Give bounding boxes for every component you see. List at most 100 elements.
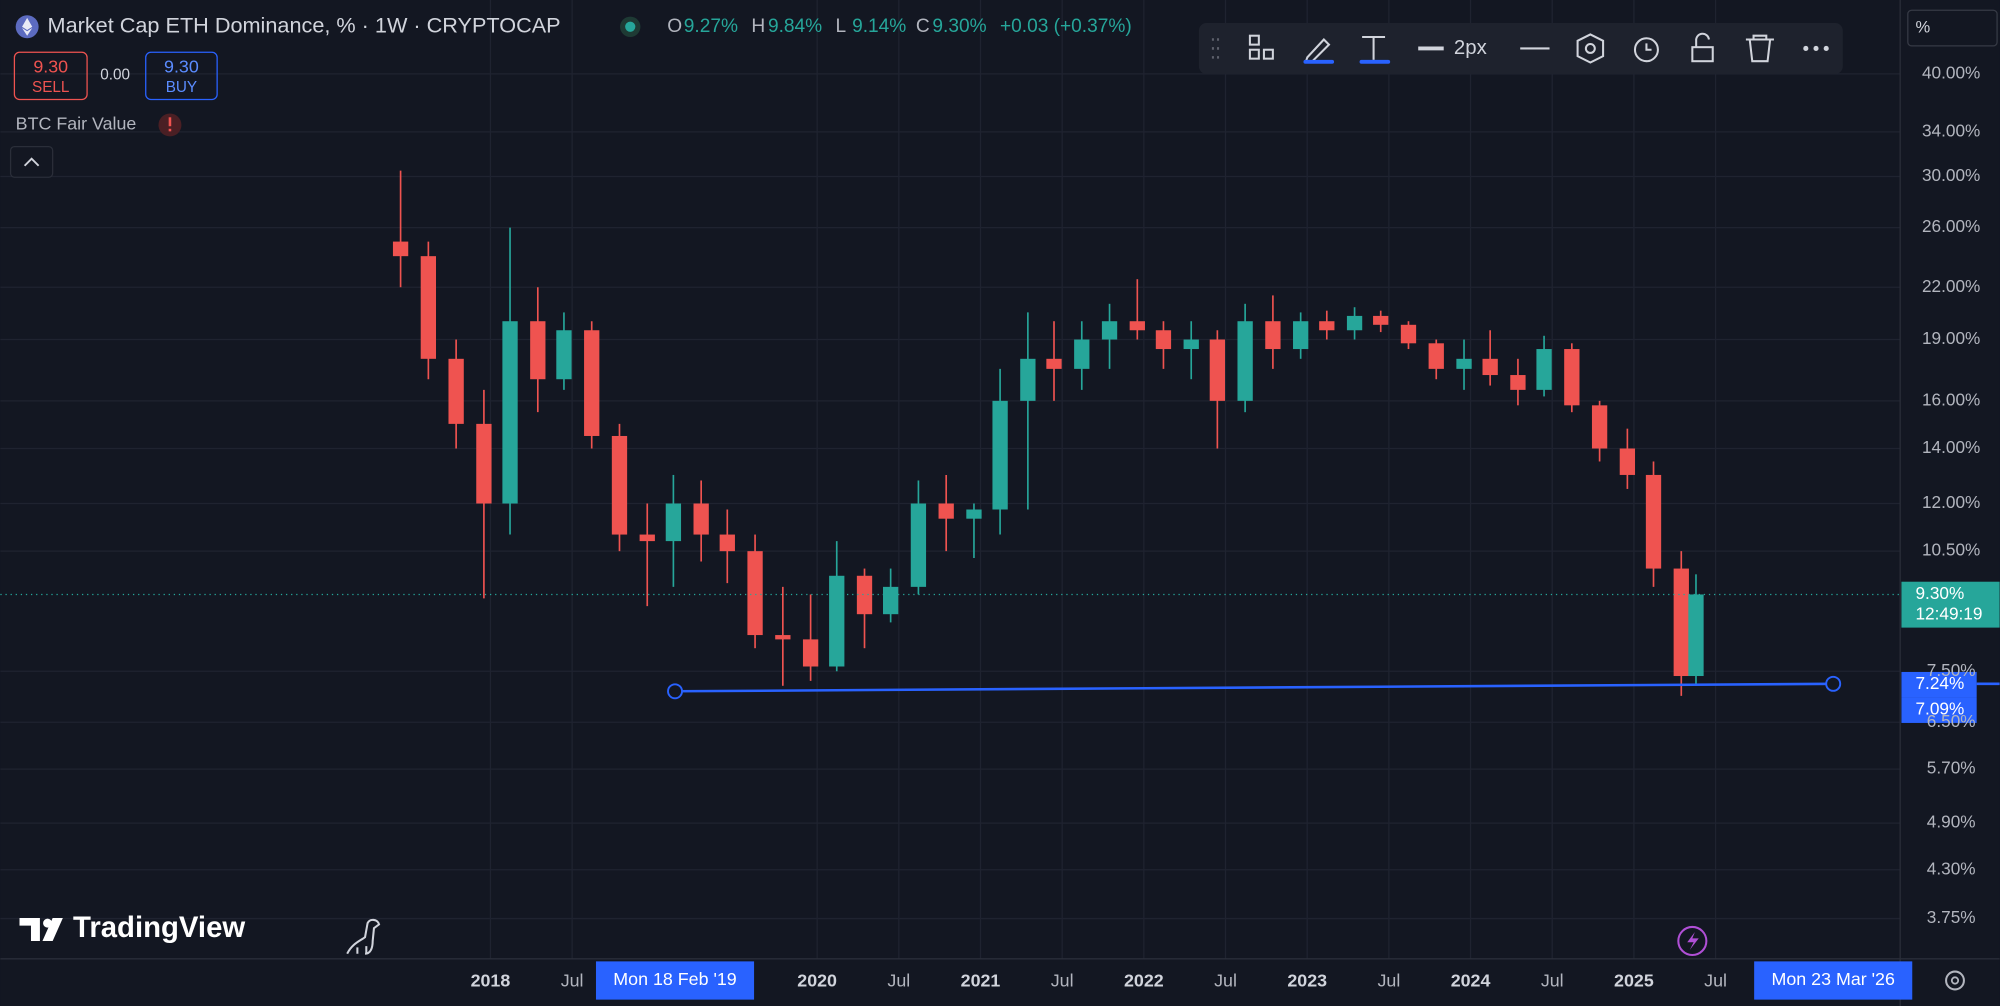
ohlc-key: H bbox=[751, 16, 765, 37]
countdown: 12:49:19 bbox=[1915, 603, 1982, 623]
candle-body bbox=[1046, 358, 1062, 369]
drag-handle[interactable] bbox=[1211, 38, 1220, 59]
candle-body bbox=[1510, 375, 1526, 390]
candle-body bbox=[1237, 321, 1253, 401]
candle-body bbox=[1536, 349, 1552, 390]
scale-mode-box[interactable] bbox=[1907, 9, 1998, 47]
y-tick-label: 4.30% bbox=[1927, 858, 1976, 878]
candle-body bbox=[719, 534, 735, 552]
y-tick-label: 30.00% bbox=[1922, 165, 1980, 185]
candle-body bbox=[1183, 339, 1199, 350]
ohlc-value: 9.84% bbox=[768, 16, 822, 37]
candle-body bbox=[1400, 324, 1417, 344]
candle-body bbox=[1373, 315, 1389, 325]
ohlc-value: 9.27% bbox=[684, 16, 738, 37]
candle-body bbox=[775, 635, 791, 640]
candle-body bbox=[639, 534, 655, 542]
candle-body bbox=[1020, 358, 1036, 401]
candle-body bbox=[1428, 343, 1444, 369]
trendline-handle[interactable] bbox=[1825, 675, 1842, 692]
text-icon[interactable] bbox=[1362, 35, 1386, 60]
y-tick-label: 14.00% bbox=[1922, 437, 1980, 457]
line-width-label[interactable]: 2px bbox=[1454, 37, 1487, 59]
y-tick-label: 12.00% bbox=[1922, 492, 1980, 512]
ohlc-value: 9.30% bbox=[932, 16, 986, 37]
settings-icon-core bbox=[1584, 42, 1596, 54]
candle-body bbox=[1265, 321, 1281, 350]
candle-body bbox=[420, 256, 437, 359]
chart-title: Market Cap ETH Dominance, % · 1W · CRYPT… bbox=[48, 12, 561, 37]
candle-body bbox=[476, 423, 492, 504]
y-tick-label: 16.00% bbox=[1922, 389, 1980, 409]
last-price-box bbox=[1901, 581, 2000, 628]
x-tick-label: Jul bbox=[1541, 970, 1564, 990]
x-tick-label: Jul bbox=[1377, 970, 1400, 990]
trendline-date-box bbox=[1754, 961, 1913, 1000]
indicator-name: BTC Fair Value bbox=[16, 114, 137, 134]
candle-body bbox=[910, 503, 927, 587]
candle-body bbox=[1074, 339, 1090, 369]
spread: 0.00 bbox=[100, 66, 130, 83]
y-tick-label: 26.00% bbox=[1922, 216, 1980, 236]
candle-body bbox=[1346, 315, 1363, 331]
y-tick-label: 34.00% bbox=[1922, 120, 1980, 140]
pencil-underline bbox=[1303, 59, 1335, 64]
candle-body bbox=[392, 241, 409, 257]
candle-body bbox=[1645, 474, 1662, 569]
grid bbox=[0, 0, 1901, 959]
y-tick-label: 10.50% bbox=[1922, 540, 1980, 560]
lightning-button[interactable] bbox=[1677, 925, 1708, 957]
warning-bar bbox=[168, 117, 172, 127]
candle-body bbox=[693, 503, 709, 535]
candle-body bbox=[938, 503, 954, 519]
sell-price: 9.30 bbox=[33, 56, 68, 76]
ohlc-legend: O 9.27% H 9.84% L 9.14% C 9.30% bbox=[667, 16, 986, 37]
candle-body bbox=[556, 330, 572, 380]
dino-icon bbox=[346, 918, 381, 955]
settings-gear-core bbox=[1950, 976, 1960, 985]
x-tick-label: 2024 bbox=[1451, 970, 1491, 990]
scale-mode: % bbox=[1915, 17, 1930, 36]
plot bbox=[0, 170, 1901, 696]
alert-icon[interactable] bbox=[1633, 37, 1659, 63]
more-dot[interactable] bbox=[1813, 45, 1819, 52]
y-tick-label: 6.50% bbox=[1927, 711, 1976, 731]
ohlc-key: L bbox=[836, 16, 847, 37]
collapse-button[interactable] bbox=[9, 145, 54, 178]
ohlc-value: 9.14% bbox=[852, 16, 906, 37]
trendline-handle[interactable] bbox=[667, 683, 683, 700]
templates-icon[interactable] bbox=[1248, 34, 1260, 46]
x-tick-label: 2021 bbox=[961, 970, 1001, 990]
candle-body bbox=[611, 435, 628, 535]
templates-icon-c[interactable] bbox=[1262, 48, 1274, 60]
more-dot[interactable] bbox=[1823, 45, 1829, 52]
candle-body bbox=[1673, 568, 1689, 677]
settings-icon[interactable] bbox=[1576, 33, 1605, 64]
more-dot[interactable] bbox=[1803, 45, 1809, 52]
x-tick-label: Jul bbox=[887, 970, 910, 990]
lightning-icon bbox=[1687, 932, 1699, 950]
settings-gear[interactable] bbox=[1945, 970, 1965, 991]
candle-body bbox=[1101, 321, 1118, 340]
change: +0.03 (+0.37%) bbox=[1000, 16, 1132, 37]
y-tick-label: 22.00% bbox=[1922, 276, 1980, 296]
overlay: 9.30%12:49:19 7.24% 7.09% Mon 18 Feb '19 Mon… bbox=[595, 581, 2000, 1000]
x-tick-label: Jul bbox=[1051, 970, 1074, 990]
candle-body bbox=[665, 503, 682, 542]
candle-body bbox=[829, 575, 845, 667]
sell-button[interactable] bbox=[13, 51, 88, 101]
candle-body bbox=[1155, 330, 1172, 350]
x-tick-label: 2022 bbox=[1124, 970, 1164, 990]
delete-icon[interactable] bbox=[1745, 34, 1774, 63]
last-price-label: 9.30% bbox=[1915, 583, 1964, 603]
lock-icon[interactable] bbox=[1691, 46, 1714, 63]
x-tick-label: Jul bbox=[1704, 970, 1727, 990]
buy-button[interactable] bbox=[145, 51, 218, 101]
templates-icon-b[interactable] bbox=[1248, 48, 1260, 60]
y-tick-label: 3.75% bbox=[1927, 907, 1976, 927]
buy-price: 9.30 bbox=[164, 56, 199, 76]
candle-body bbox=[747, 551, 763, 636]
candle-body bbox=[1319, 321, 1335, 331]
candle-body bbox=[1209, 339, 1226, 401]
